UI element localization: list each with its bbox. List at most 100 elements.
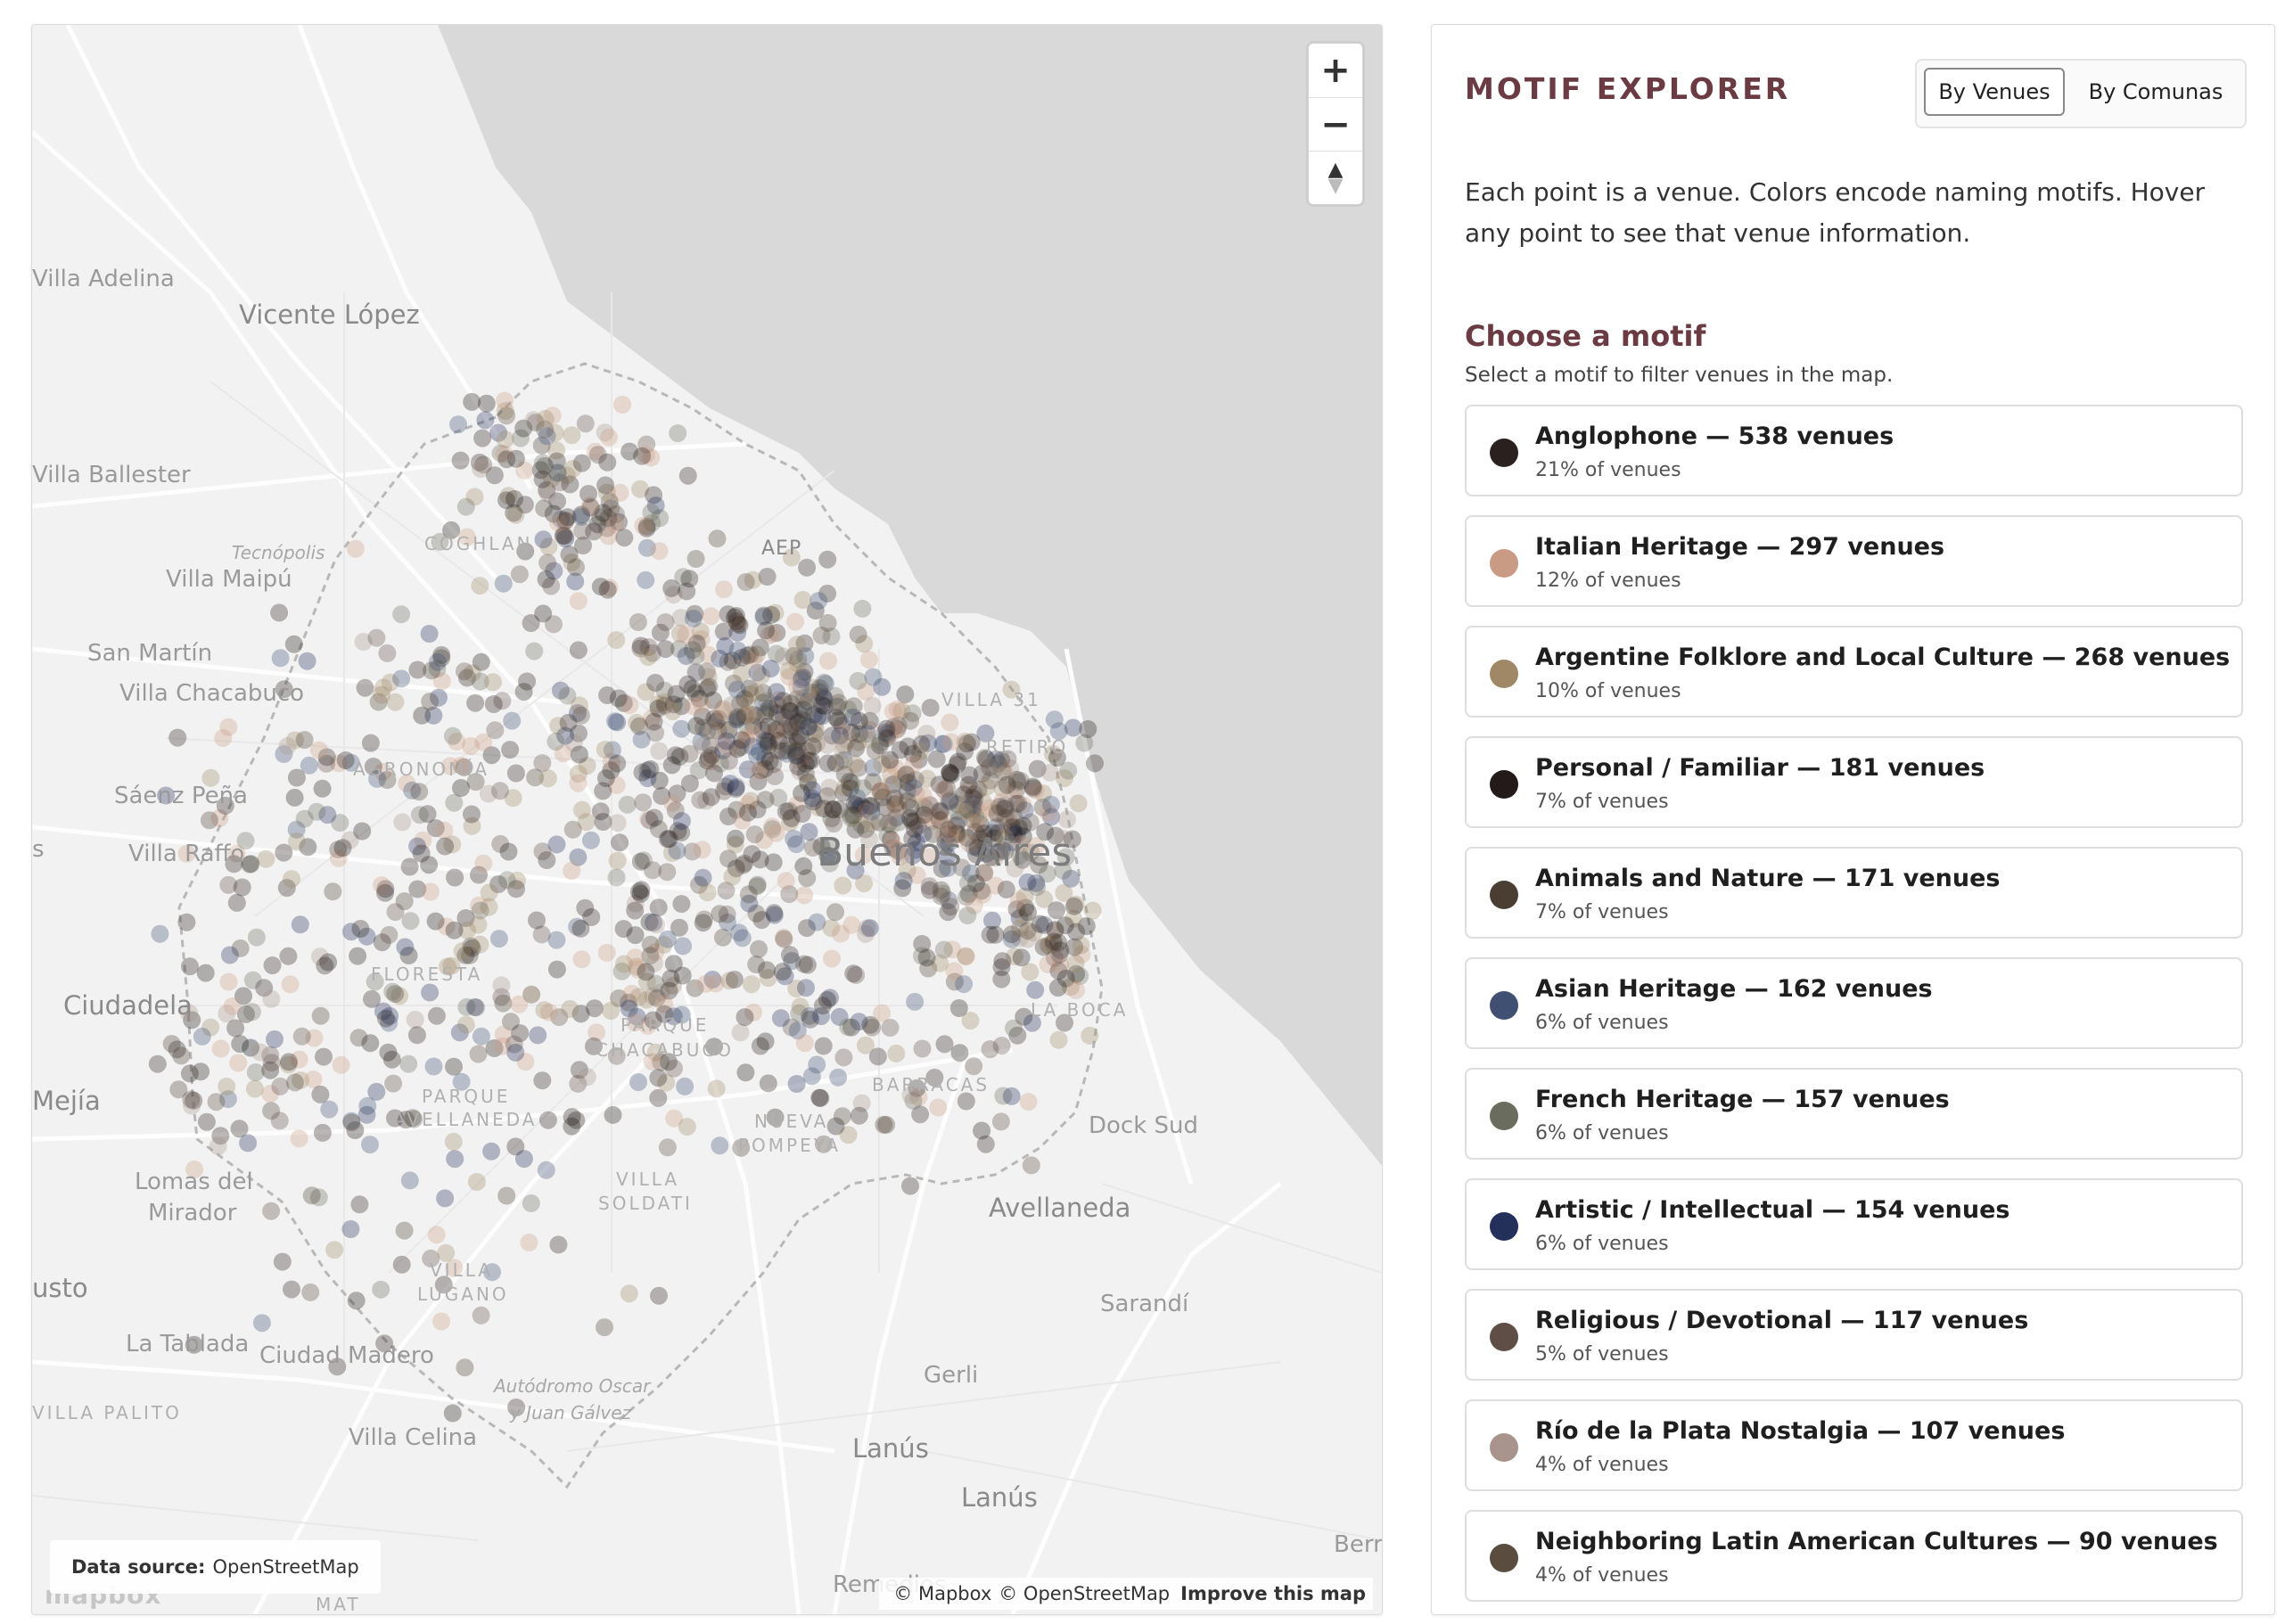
venue-point[interactable]: [740, 679, 759, 698]
venue-point[interactable]: [605, 515, 624, 534]
venue-point[interactable]: [686, 647, 705, 665]
venue-point[interactable]: [1069, 794, 1088, 813]
venue-point[interactable]: [844, 808, 863, 827]
venue-point[interactable]: [543, 406, 562, 425]
venue-point[interactable]: [931, 801, 949, 820]
venue-point[interactable]: [1049, 722, 1068, 741]
venue-point[interactable]: [277, 879, 296, 898]
venue-point[interactable]: [535, 499, 554, 518]
venue-point[interactable]: [637, 990, 656, 1009]
venue-point[interactable]: [759, 969, 777, 988]
venue-point[interactable]: [318, 806, 337, 824]
venue-point[interactable]: [225, 855, 243, 874]
venue-point[interactable]: [993, 779, 1012, 798]
venue-point[interactable]: [744, 651, 763, 669]
venue-point[interactable]: [669, 822, 687, 841]
venue-point[interactable]: [252, 1314, 271, 1333]
venue-point[interactable]: [780, 814, 799, 833]
venue-point[interactable]: [812, 626, 831, 644]
venue-point[interactable]: [799, 693, 818, 711]
venue-point[interactable]: [650, 742, 669, 760]
venue-point[interactable]: [177, 913, 196, 931]
venue-point[interactable]: [875, 1115, 893, 1134]
venue-point[interactable]: [796, 754, 815, 773]
venue-point[interactable]: [894, 872, 913, 890]
venue-point[interactable]: [443, 726, 462, 745]
venue-point[interactable]: [974, 833, 992, 851]
venue-point[interactable]: [741, 645, 760, 664]
venue-point[interactable]: [747, 904, 766, 923]
venue-point[interactable]: [576, 414, 595, 433]
venue-point[interactable]: [526, 414, 545, 431]
venue-point[interactable]: [791, 726, 810, 745]
venue-point[interactable]: [901, 1086, 920, 1104]
venue-point[interactable]: [261, 1085, 280, 1103]
venue-point[interactable]: [538, 484, 557, 503]
venue-point[interactable]: [581, 831, 600, 849]
venue-point[interactable]: [1065, 938, 1084, 956]
venue-point[interactable]: [801, 1006, 818, 1025]
venue-point[interactable]: [446, 868, 464, 887]
venue-point[interactable]: [366, 972, 384, 991]
venue-point[interactable]: [657, 1073, 676, 1092]
venue-point[interactable]: [596, 423, 614, 442]
venue-point[interactable]: [604, 1105, 622, 1124]
venue-point[interactable]: [341, 923, 360, 941]
venue-point[interactable]: [548, 463, 567, 482]
venue-point[interactable]: [497, 871, 516, 890]
venue-point[interactable]: [449, 415, 467, 434]
venue-point[interactable]: [789, 750, 808, 768]
venue-point[interactable]: [649, 694, 668, 713]
venue-point[interactable]: [588, 446, 607, 464]
venue-point[interactable]: [786, 742, 805, 761]
venue-point[interactable]: [629, 613, 647, 631]
venue-point[interactable]: [597, 519, 616, 537]
venue-point[interactable]: [693, 707, 711, 726]
venue-point[interactable]: [925, 1069, 944, 1087]
venue-point[interactable]: [964, 788, 982, 807]
venue-point[interactable]: [780, 885, 799, 904]
venue-point[interactable]: [216, 796, 234, 815]
venue-point[interactable]: [931, 954, 949, 972]
venue-point[interactable]: [730, 923, 748, 942]
map-canvas[interactable]: [32, 25, 1382, 1614]
venue-point[interactable]: [1011, 919, 1030, 938]
venue-point[interactable]: [914, 786, 933, 805]
venue-point[interactable]: [830, 800, 849, 818]
venue-point[interactable]: [818, 613, 837, 632]
venue-point[interactable]: [470, 896, 489, 915]
venue-point[interactable]: [569, 641, 588, 660]
venue-point[interactable]: [678, 582, 696, 601]
venue-point[interactable]: [571, 919, 590, 938]
venue-point[interactable]: [1005, 1019, 1023, 1038]
venue-point[interactable]: [442, 521, 461, 539]
venue-point[interactable]: [760, 626, 778, 644]
venue-point[interactable]: [185, 1161, 204, 1178]
venue-point[interactable]: [672, 895, 691, 914]
venue-point[interactable]: [873, 755, 892, 774]
venue-point[interactable]: [644, 861, 662, 880]
venue-point[interactable]: [733, 648, 752, 667]
venue-point[interactable]: [896, 685, 915, 703]
venue-point[interactable]: [637, 683, 655, 701]
venue-point[interactable]: [298, 652, 316, 670]
venue-point[interactable]: [798, 956, 817, 974]
venue-point[interactable]: [561, 1000, 579, 1018]
venue-point[interactable]: [727, 612, 746, 631]
venue-point[interactable]: [909, 750, 928, 769]
venue-point[interactable]: [634, 851, 653, 870]
venue-point[interactable]: [1075, 734, 1094, 752]
venue-point[interactable]: [559, 713, 578, 732]
venue-point[interactable]: [611, 483, 629, 502]
venue-point[interactable]: [508, 872, 526, 890]
venue-point[interactable]: [800, 751, 818, 770]
venue-point[interactable]: [427, 1006, 446, 1025]
venue-point[interactable]: [539, 1003, 558, 1021]
venue-point[interactable]: [743, 845, 761, 864]
venue-point[interactable]: [794, 955, 813, 973]
venue-point[interactable]: [727, 680, 746, 699]
venue-point[interactable]: [637, 570, 655, 589]
venue-point[interactable]: [515, 461, 534, 480]
venue-point[interactable]: [873, 677, 892, 696]
venue-point[interactable]: [233, 878, 251, 897]
